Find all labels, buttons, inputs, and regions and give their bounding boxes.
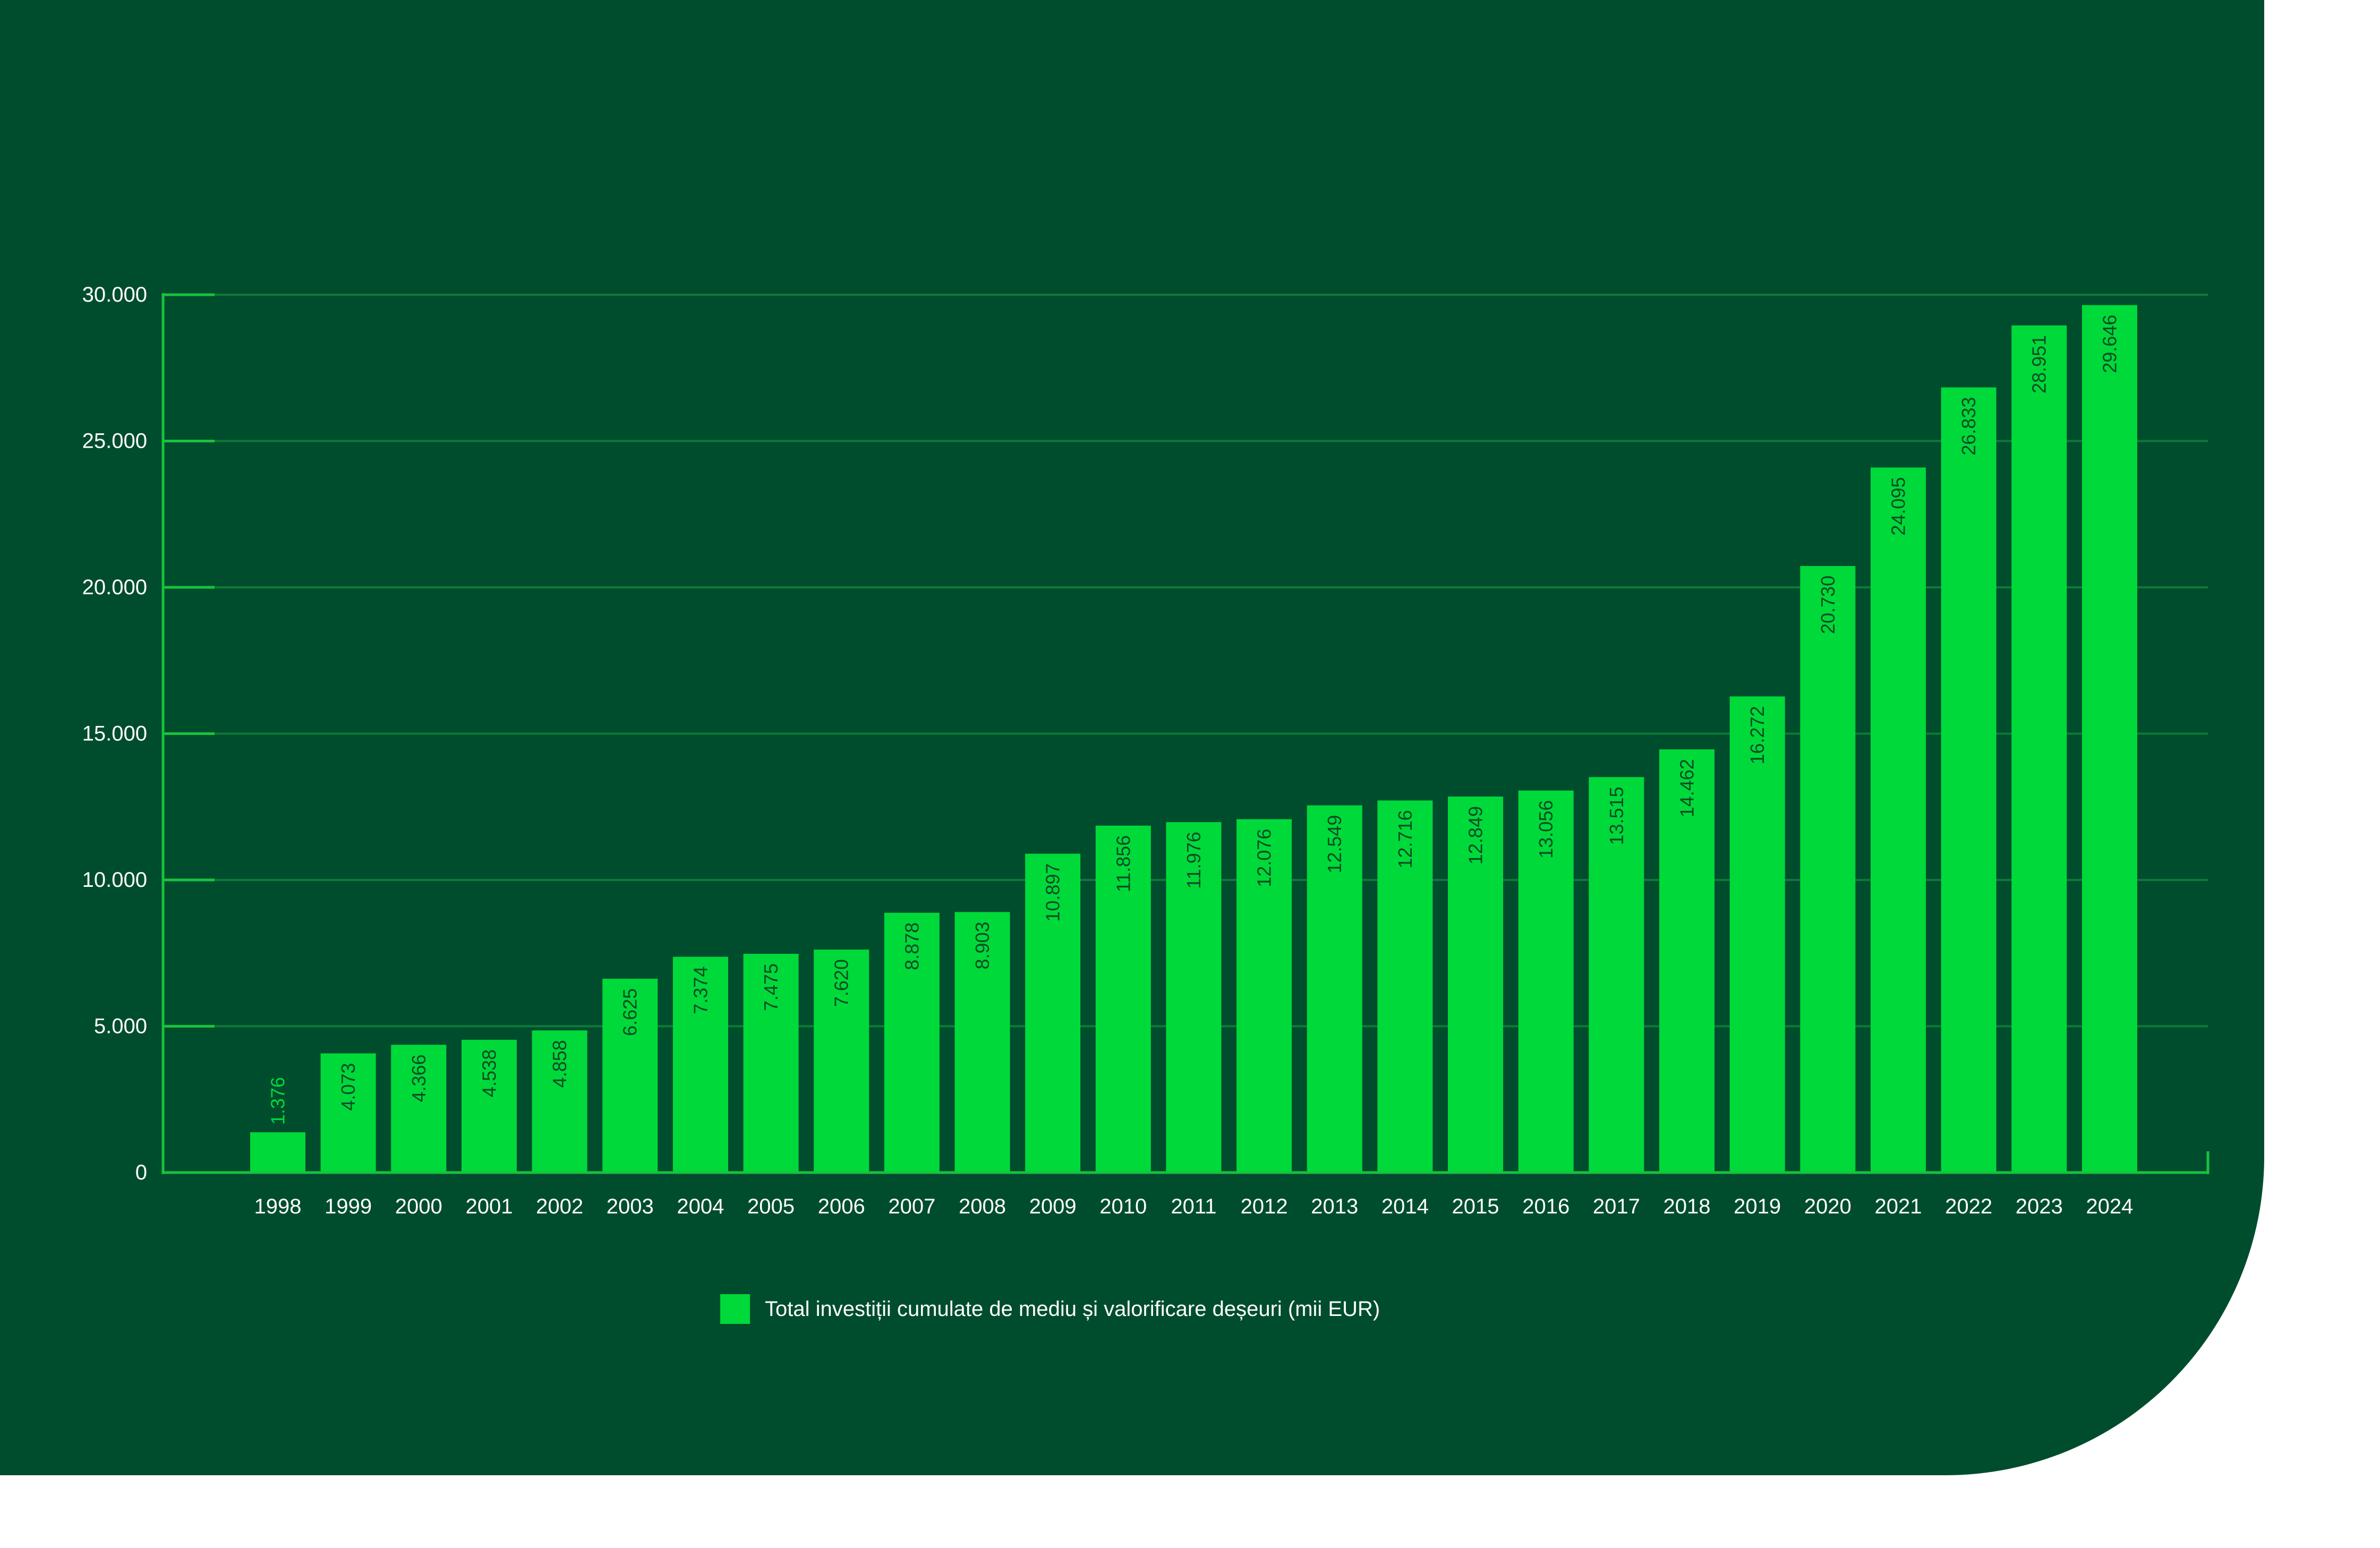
y-axis-ticks: 0 5.000 10.000 15.000 20.000 25.000 30.000 bbox=[82, 283, 215, 1184]
bar bbox=[602, 978, 658, 1173]
x-tick-label: 2000 bbox=[395, 1195, 442, 1218]
bar bbox=[1589, 777, 1644, 1173]
x-tick-label: 2014 bbox=[1381, 1195, 1429, 1218]
data-label: 14.462 bbox=[1676, 759, 1698, 817]
data-label: 4.858 bbox=[549, 1040, 570, 1088]
x-tick-label: 2020 bbox=[1804, 1195, 1852, 1218]
bar bbox=[1800, 566, 1856, 1173]
x-tick-label: 2016 bbox=[1522, 1195, 1569, 1218]
bar bbox=[1236, 819, 1292, 1173]
axes bbox=[161, 293, 2210, 1174]
data-label: 20.730 bbox=[1817, 576, 1839, 634]
data-label: 7.374 bbox=[689, 967, 711, 1014]
y-tick-label: 30.000 bbox=[82, 283, 147, 306]
y-tick-label: 0 bbox=[135, 1161, 147, 1184]
data-label: 12.549 bbox=[1324, 815, 1345, 874]
bar bbox=[1448, 797, 1504, 1173]
data-label: 7.475 bbox=[760, 963, 782, 1011]
data-labels: 1.376 4.073 4.366 4.538 4.858 6.625 7.374 7.475… bbox=[267, 315, 2121, 1125]
x-axis-ticks: 1998 1999 2000 2001 2002 2003 2004 2005 2006 2007… bbox=[254, 1195, 2134, 1218]
data-label: 7.620 bbox=[831, 959, 852, 1007]
y-tick-label: 10.000 bbox=[82, 868, 147, 892]
x-tick-label: 2012 bbox=[1241, 1195, 1288, 1218]
bar bbox=[814, 950, 869, 1173]
data-label: 10.897 bbox=[1042, 863, 1064, 922]
data-label: 6.625 bbox=[619, 988, 641, 1036]
legend: Total investiții cumulate de mediu și va… bbox=[720, 1294, 1380, 1324]
bar bbox=[1659, 749, 1714, 1173]
data-label: 4.538 bbox=[478, 1049, 500, 1097]
bars bbox=[250, 305, 2137, 1173]
x-tick-label: 2019 bbox=[1734, 1195, 1781, 1218]
data-label: 12.716 bbox=[1394, 810, 1416, 868]
y-tick-label: 5.000 bbox=[94, 1015, 147, 1038]
data-label: 26.833 bbox=[1958, 397, 1980, 456]
x-tick-label: 2008 bbox=[959, 1195, 1006, 1218]
bar bbox=[250, 1132, 305, 1173]
bar bbox=[743, 954, 799, 1173]
chart-panel: 0 5.000 10.000 15.000 20.000 25.000 30.000 1.3… bbox=[0, 0, 2264, 1475]
bar bbox=[2011, 325, 2067, 1173]
legend-swatch bbox=[720, 1294, 750, 1324]
bar bbox=[1166, 822, 1222, 1173]
bar bbox=[1518, 790, 1574, 1173]
data-label: 13.056 bbox=[1535, 800, 1557, 859]
y-tick-label: 15.000 bbox=[82, 722, 147, 746]
x-tick-label: 1999 bbox=[325, 1195, 372, 1218]
x-tick-label: 2006 bbox=[818, 1195, 865, 1218]
bar bbox=[1025, 853, 1081, 1173]
x-tick-label: 2011 bbox=[1171, 1195, 1216, 1218]
bar bbox=[1095, 825, 1151, 1173]
data-label: 16.272 bbox=[1746, 706, 1768, 764]
bar bbox=[884, 912, 940, 1173]
legend-label: Total investiții cumulate de mediu și va… bbox=[765, 1297, 1380, 1321]
x-tick-label: 2015 bbox=[1452, 1195, 1499, 1218]
data-label: 11.976 bbox=[1183, 832, 1205, 888]
data-label: 4.366 bbox=[408, 1054, 430, 1102]
data-label: 4.073 bbox=[337, 1063, 359, 1111]
data-label: 24.095 bbox=[1887, 477, 1909, 535]
data-label: 12.076 bbox=[1253, 829, 1275, 887]
bar bbox=[1377, 800, 1433, 1173]
data-label: 29.646 bbox=[2099, 315, 2120, 373]
x-tick-label: 2022 bbox=[1945, 1195, 1992, 1218]
bar-chart: 0 5.000 10.000 15.000 20.000 25.000 30.000 1.3… bbox=[0, 0, 2264, 1475]
data-label: 13.515 bbox=[1606, 786, 1627, 845]
data-label: 8.903 bbox=[971, 921, 993, 969]
x-tick-label: 2021 bbox=[1874, 1195, 1922, 1218]
bar bbox=[672, 956, 728, 1173]
x-tick-label: 2017 bbox=[1593, 1195, 1640, 1218]
data-label: 1.376 bbox=[267, 1077, 289, 1125]
x-tick-label: 2007 bbox=[888, 1195, 935, 1218]
x-tick-label: 2003 bbox=[607, 1195, 654, 1218]
x-tick-label: 2010 bbox=[1099, 1195, 1147, 1218]
y-tick-label: 20.000 bbox=[82, 576, 147, 599]
bar bbox=[1870, 467, 1926, 1173]
x-tick-label: 2001 bbox=[465, 1195, 513, 1218]
x-tick-label: 2018 bbox=[1664, 1195, 1711, 1218]
bar bbox=[1307, 805, 1362, 1173]
x-tick-label: 2005 bbox=[747, 1195, 795, 1218]
x-tick-label: 2009 bbox=[1029, 1195, 1077, 1218]
bar bbox=[532, 1030, 587, 1173]
bar bbox=[954, 912, 1010, 1173]
x-tick-label: 2004 bbox=[677, 1195, 724, 1218]
data-label: 28.951 bbox=[2028, 335, 2050, 394]
bar bbox=[320, 1053, 376, 1173]
x-tick-label: 2023 bbox=[2016, 1195, 2063, 1218]
x-tick-label: 2013 bbox=[1311, 1195, 1358, 1218]
x-tick-label: 2024 bbox=[2086, 1195, 2133, 1218]
data-label: 11.856 bbox=[1112, 835, 1134, 892]
bar bbox=[1729, 696, 1785, 1173]
bar bbox=[391, 1045, 447, 1173]
data-label: 12.849 bbox=[1465, 806, 1487, 865]
bar bbox=[461, 1039, 517, 1173]
bar bbox=[2082, 305, 2137, 1173]
data-label: 8.878 bbox=[901, 922, 923, 970]
x-tick-label: 2002 bbox=[536, 1195, 583, 1218]
x-tick-label: 1998 bbox=[254, 1195, 302, 1218]
y-tick-label: 25.000 bbox=[82, 430, 147, 453]
bar bbox=[1941, 387, 1997, 1173]
